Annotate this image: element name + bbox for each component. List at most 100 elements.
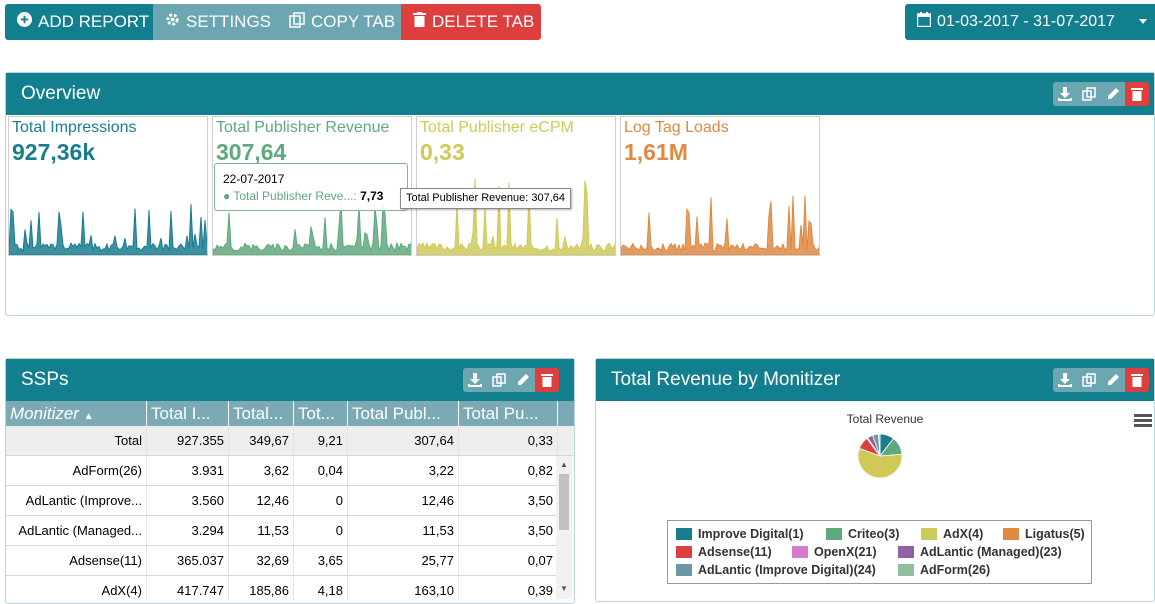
cell: 3.931 [147, 456, 229, 485]
column-header[interactable]: Tot... [294, 401, 348, 426]
table-header: Monitizer ▲ Total I... Total... Tot... T… [6, 401, 574, 426]
legend-item[interactable]: OpenX(21) [792, 545, 877, 559]
revenue-actions [1053, 368, 1149, 392]
scroll-down-icon[interactable]: ▼ [560, 584, 568, 593]
scrollbar-thumb[interactable] [559, 474, 569, 530]
chart-legend: Improve Digital(1) Criteo(3) AdX(4) Ligatus… [667, 520, 1092, 584]
column-header-monitizer[interactable]: Monitizer ▲ [6, 401, 147, 426]
cell: Total [6, 426, 147, 455]
cell: 3,65 [294, 546, 348, 575]
trash-icon[interactable] [535, 368, 559, 392]
cell: 3,50 [459, 516, 558, 545]
column-header[interactable]: Total I... [147, 401, 229, 426]
settings-label: SETTINGS [186, 12, 272, 31]
pencil-icon[interactable] [511, 368, 535, 392]
download-icon[interactable] [1053, 368, 1077, 392]
legend-item[interactable]: AdLantic (Improve Digital)(24) [676, 563, 876, 577]
legend-item[interactable]: Ligatus(5) [1003, 527, 1085, 541]
tile-value: 307,64 [216, 139, 287, 165]
hover-tooltip: Total Publisher Revenue: 307,64 [400, 188, 571, 209]
legend-item[interactable]: AdX(4) [921, 527, 983, 541]
sparkline [417, 178, 615, 255]
sparkline [9, 203, 207, 255]
copy-icon[interactable] [1077, 368, 1101, 392]
tile-log-tag-loads[interactable]: Log Tag Loads 1,61M [620, 116, 820, 256]
cell: 307,64 [348, 426, 459, 455]
cell: Adsense(11) [6, 546, 147, 575]
cell: 0 [294, 486, 348, 515]
chart-title: Total Revenue [846, 412, 924, 426]
cell: 12,46 [348, 486, 459, 515]
gear-icon [165, 12, 180, 32]
chart-tooltip: 22-07-2017 ● Total Publisher Reve...: 7,… [214, 163, 408, 211]
copy-icon [289, 11, 305, 33]
date-range-picker[interactable]: 01-03-2017 - 31-07-2017 [905, 4, 1155, 40]
legend-label: AdLantic (Managed)(23) [920, 545, 1062, 559]
tile-title: Log Tag Loads [624, 119, 729, 136]
trash-icon[interactable] [1125, 82, 1149, 106]
column-header[interactable]: Total... [229, 401, 294, 426]
sparkline [621, 195, 819, 255]
legend-swatch [898, 564, 914, 576]
cell: 927.355 [147, 426, 229, 455]
delete-tab-label: DELETE TAB [432, 12, 535, 31]
copy-icon[interactable] [487, 368, 511, 392]
table-row[interactable]: AdForm(26) 3.931 3,62 0,04 3,22 0,82 [6, 456, 558, 486]
legend-item[interactable]: Improve Digital(1) [676, 527, 804, 541]
pencil-icon[interactable] [1101, 82, 1125, 106]
pie-slice[interactable] [857, 447, 903, 479]
trash-icon[interactable] [1125, 368, 1149, 392]
pencil-icon[interactable] [1101, 368, 1125, 392]
pie-chart[interactable] [850, 426, 910, 486]
tooltip-series: ● Total Publisher Reve...: 7,73 [223, 189, 384, 203]
pie-slice[interactable] [878, 433, 881, 457]
tile-total-publisher-ecpm[interactable]: Total Publisher eCPM 0,33 [416, 116, 616, 256]
settings-button[interactable]: SETTINGS [153, 4, 277, 40]
legend-item[interactable]: Adsense(11) [676, 545, 772, 559]
cell: 163,10 [348, 576, 459, 600]
copy-icon[interactable] [1077, 82, 1101, 106]
hamburger-menu-icon[interactable] [1134, 414, 1152, 427]
legend-swatch [921, 528, 937, 540]
cell: 3.560 [147, 486, 229, 515]
legend-label: AdX(4) [943, 527, 984, 541]
legend-swatch [826, 528, 842, 540]
legend-swatch [1003, 528, 1019, 540]
column-header[interactable]: Total Pu... [459, 401, 558, 426]
scroll-up-icon[interactable]: ▲ [560, 460, 568, 469]
add-report-button[interactable]: ADD REPORT [5, 4, 153, 40]
cell: 0,04 [294, 456, 348, 485]
cell: 4,18 [294, 576, 348, 600]
legend-item[interactable]: AdForm(26) [898, 563, 990, 577]
cell: 9,21 [294, 426, 348, 455]
column-header[interactable]: Total Publ... [348, 401, 459, 426]
legend-label: Ligatus(5) [1025, 527, 1085, 541]
cell: 3,22 [348, 456, 459, 485]
tile-total-impressions[interactable]: Total Impressions 927,36k [8, 116, 208, 256]
trash-icon [413, 12, 426, 32]
legend-item[interactable]: AdLantic (Managed)(23) [898, 545, 1062, 559]
legend-item[interactable]: Criteo(3) [826, 527, 899, 541]
delete-tab-button[interactable]: DELETE TAB [401, 4, 541, 40]
legend-label: AdLantic (Improve Digital)(24) [698, 563, 876, 577]
table-row[interactable]: AdLantic (Improve... 3.560 12,46 0 12,46 3,50 [6, 486, 558, 516]
revenue-title: Total Revenue by Monitizer [611, 369, 841, 390]
add-report-label: ADD REPORT [38, 12, 150, 31]
table-scrollbar[interactable]: ▲ ▼ [556, 456, 572, 599]
table-row[interactable]: AdX(4) 417.747 185,86 4,18 163,10 0,39 [6, 576, 558, 600]
cell: 32,69 [229, 546, 294, 575]
tile-title: Total Publisher Revenue [216, 119, 390, 136]
download-icon[interactable] [1053, 82, 1077, 106]
tooltip-series-name: Total Publisher Reve...: [233, 189, 357, 203]
overview-title: Overview [21, 83, 101, 104]
table-row[interactable]: AdLantic (Managed... 3.294 11,53 0 11,53 3,50 [6, 516, 558, 546]
plus-circle-icon [17, 12, 32, 32]
table-row[interactable]: Adsense(11) 365.037 32,69 3,65 25,77 0,07 [6, 546, 558, 576]
legend-swatch [898, 546, 914, 558]
legend-swatch [676, 564, 692, 576]
tile-title: Total Impressions [12, 119, 137, 136]
cell: 365.037 [147, 546, 229, 575]
copy-tab-button[interactable]: COPY TAB [277, 4, 401, 40]
overview-header: Overview [6, 73, 1154, 115]
download-icon[interactable] [463, 368, 487, 392]
